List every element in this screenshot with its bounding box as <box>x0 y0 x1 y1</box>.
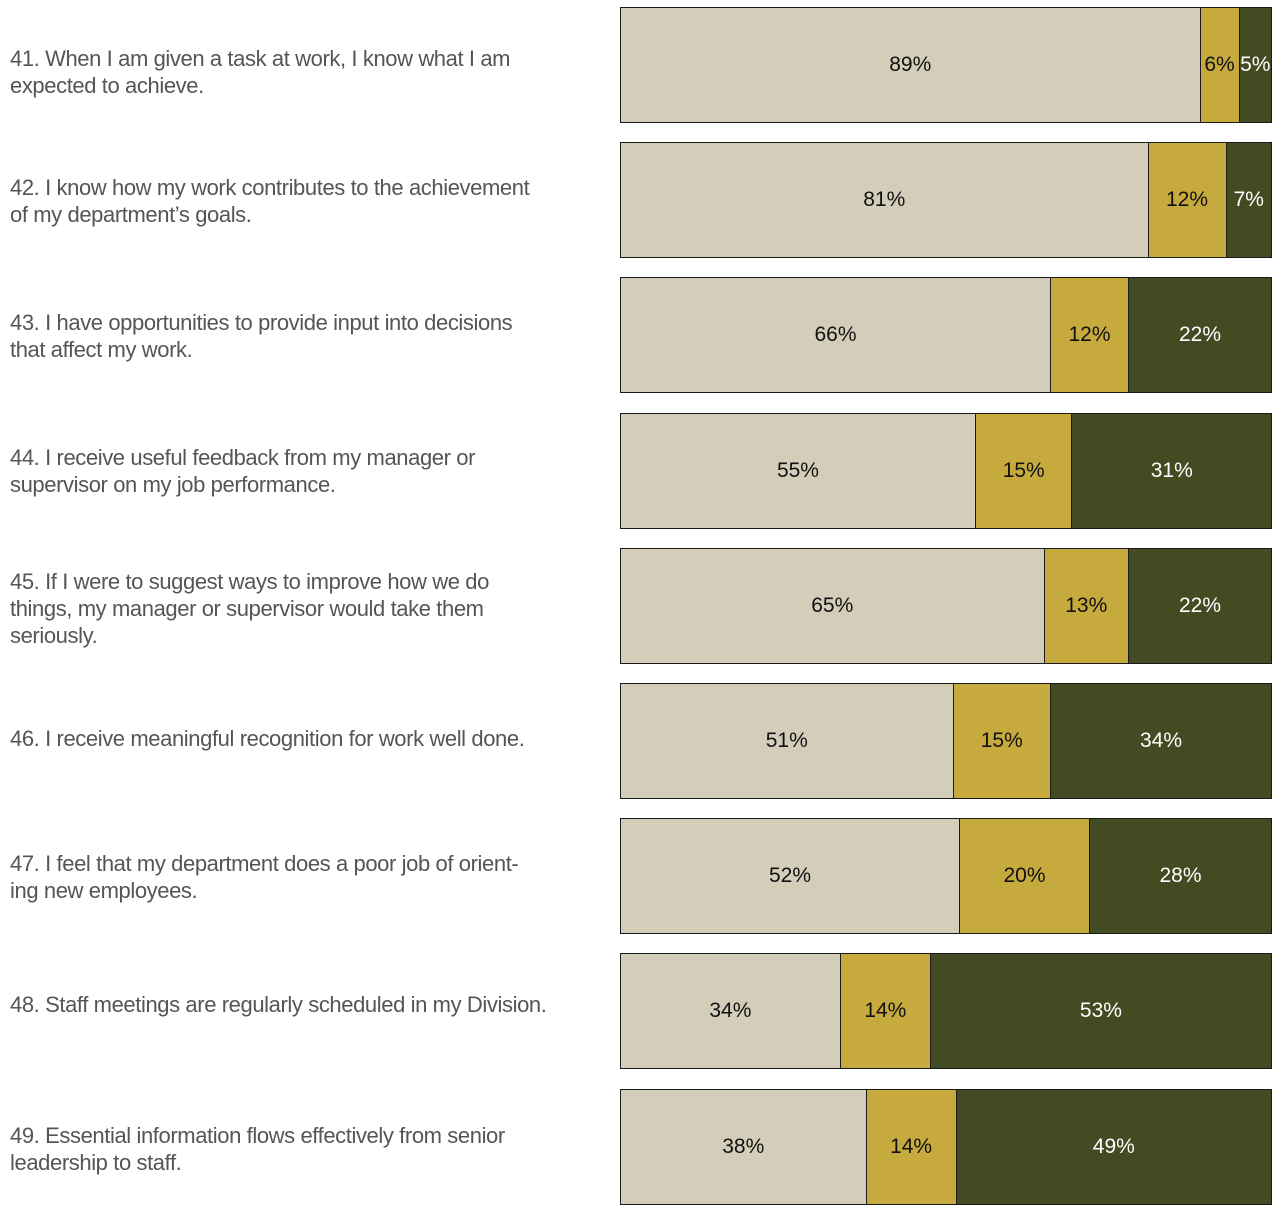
bar-segment-disagree: 53% <box>929 954 1271 1068</box>
bar-segment-neutral: 20% <box>959 819 1089 933</box>
stacked-bar: 55% 15% 31% <box>620 413 1272 529</box>
data-label: 65% <box>811 594 854 617</box>
question-label: 45. If I were to suggest ways to improve… <box>10 569 489 648</box>
bar-segment-disagree: 49% <box>955 1090 1271 1204</box>
data-label: 13% <box>1065 594 1108 617</box>
data-label: 15% <box>980 729 1023 752</box>
stacked-bar: 52% 20% 28% <box>620 818 1272 934</box>
data-label: 31% <box>1150 459 1193 482</box>
bar-segment-neutral: 14% <box>839 954 930 1068</box>
question-label: 43. I have opportunities to provide inpu… <box>10 310 513 362</box>
stacked-bar: 38% 14% 49% <box>620 1089 1272 1205</box>
data-label: 22% <box>1178 323 1222 346</box>
bar-segment-agree: 52% <box>621 819 959 933</box>
bar-segment-agree: 34% <box>621 954 840 1068</box>
bar-segment-agree: 51% <box>621 684 953 798</box>
bar-segment-disagree: 22% <box>1128 278 1271 392</box>
data-label: 38% <box>722 1135 765 1158</box>
data-label: 7% <box>1233 188 1264 211</box>
stacked-bar: 81% 12% 7% <box>620 142 1272 258</box>
data-label: 66% <box>814 323 857 346</box>
bar-segment-neutral: 15% <box>974 414 1072 528</box>
data-label: 22% <box>1178 594 1222 617</box>
data-label: 14% <box>890 1135 933 1158</box>
data-label: 89% <box>889 53 932 76</box>
bar-segment-agree: 65% <box>621 549 1044 663</box>
stacked-bar: 66% 12% 22% <box>620 277 1272 393</box>
question-label: 46. I receive meaningful recognition for… <box>10 726 525 751</box>
data-label: 28% <box>1159 864 1202 887</box>
bar-segment-disagree: 34% <box>1050 684 1271 798</box>
bar-segment-agree: 38% <box>621 1090 866 1204</box>
question-label: 41. When I am given a task at work, I kn… <box>10 46 511 98</box>
question-label: 49. Essential information flows effectiv… <box>10 1123 505 1175</box>
bar-segment-disagree: 22% <box>1128 549 1271 663</box>
question-label: 42. I know how my work contributes to th… <box>10 175 530 227</box>
bar-segment-neutral: 6% <box>1199 8 1239 122</box>
data-label: 81% <box>863 188 906 211</box>
data-label: 34% <box>1139 729 1183 752</box>
data-label: 14% <box>864 999 907 1022</box>
bar-segment-neutral: 14% <box>865 1090 956 1204</box>
data-label: 49% <box>1092 1135 1135 1158</box>
stacked-bar: 51% 15% 34% <box>620 683 1272 799</box>
data-label: 53% <box>1079 999 1122 1022</box>
question-label: 44. I receive useful feedback from my ma… <box>10 445 476 497</box>
data-label: 20% <box>1003 864 1046 887</box>
bar-segment-neutral: 13% <box>1043 549 1128 663</box>
data-label: 12% <box>1068 323 1111 346</box>
stacked-bar: 65% 13% 22% <box>620 548 1272 664</box>
bar-segment-disagree: 5% <box>1238 8 1271 122</box>
data-label: 5% <box>1240 53 1271 76</box>
data-label: 55% <box>776 459 819 482</box>
bar-segment-agree: 66% <box>621 278 1050 392</box>
data-label: 12% <box>1165 188 1209 211</box>
bar-segment-disagree: 7% <box>1225 143 1271 257</box>
data-label: 15% <box>1002 459 1045 482</box>
bar-segment-neutral: 15% <box>952 684 1050 798</box>
stacked-bar: 34% 14% 53% <box>620 953 1272 1069</box>
bar-segment-neutral: 12% <box>1050 278 1128 392</box>
bar-segment-neutral: 12% <box>1147 143 1226 257</box>
question-label: 47. I feel that my department does a poo… <box>10 851 519 903</box>
stacked-bar: 89% 6% 5% <box>620 7 1272 123</box>
bar-segment-agree: 81% <box>621 143 1148 257</box>
bar-segment-agree: 55% <box>621 414 975 528</box>
data-label: 52% <box>768 864 812 887</box>
bar-segment-disagree: 28% <box>1089 819 1271 933</box>
data-label: 34% <box>709 999 752 1022</box>
bar-segment-agree: 89% <box>621 8 1200 122</box>
bar-segment-disagree: 31% <box>1071 414 1271 528</box>
data-label: 51% <box>765 729 808 752</box>
data-label: 6% <box>1204 53 1235 76</box>
question-label: 48. Staff meetings are regularly schedul… <box>10 992 547 1017</box>
